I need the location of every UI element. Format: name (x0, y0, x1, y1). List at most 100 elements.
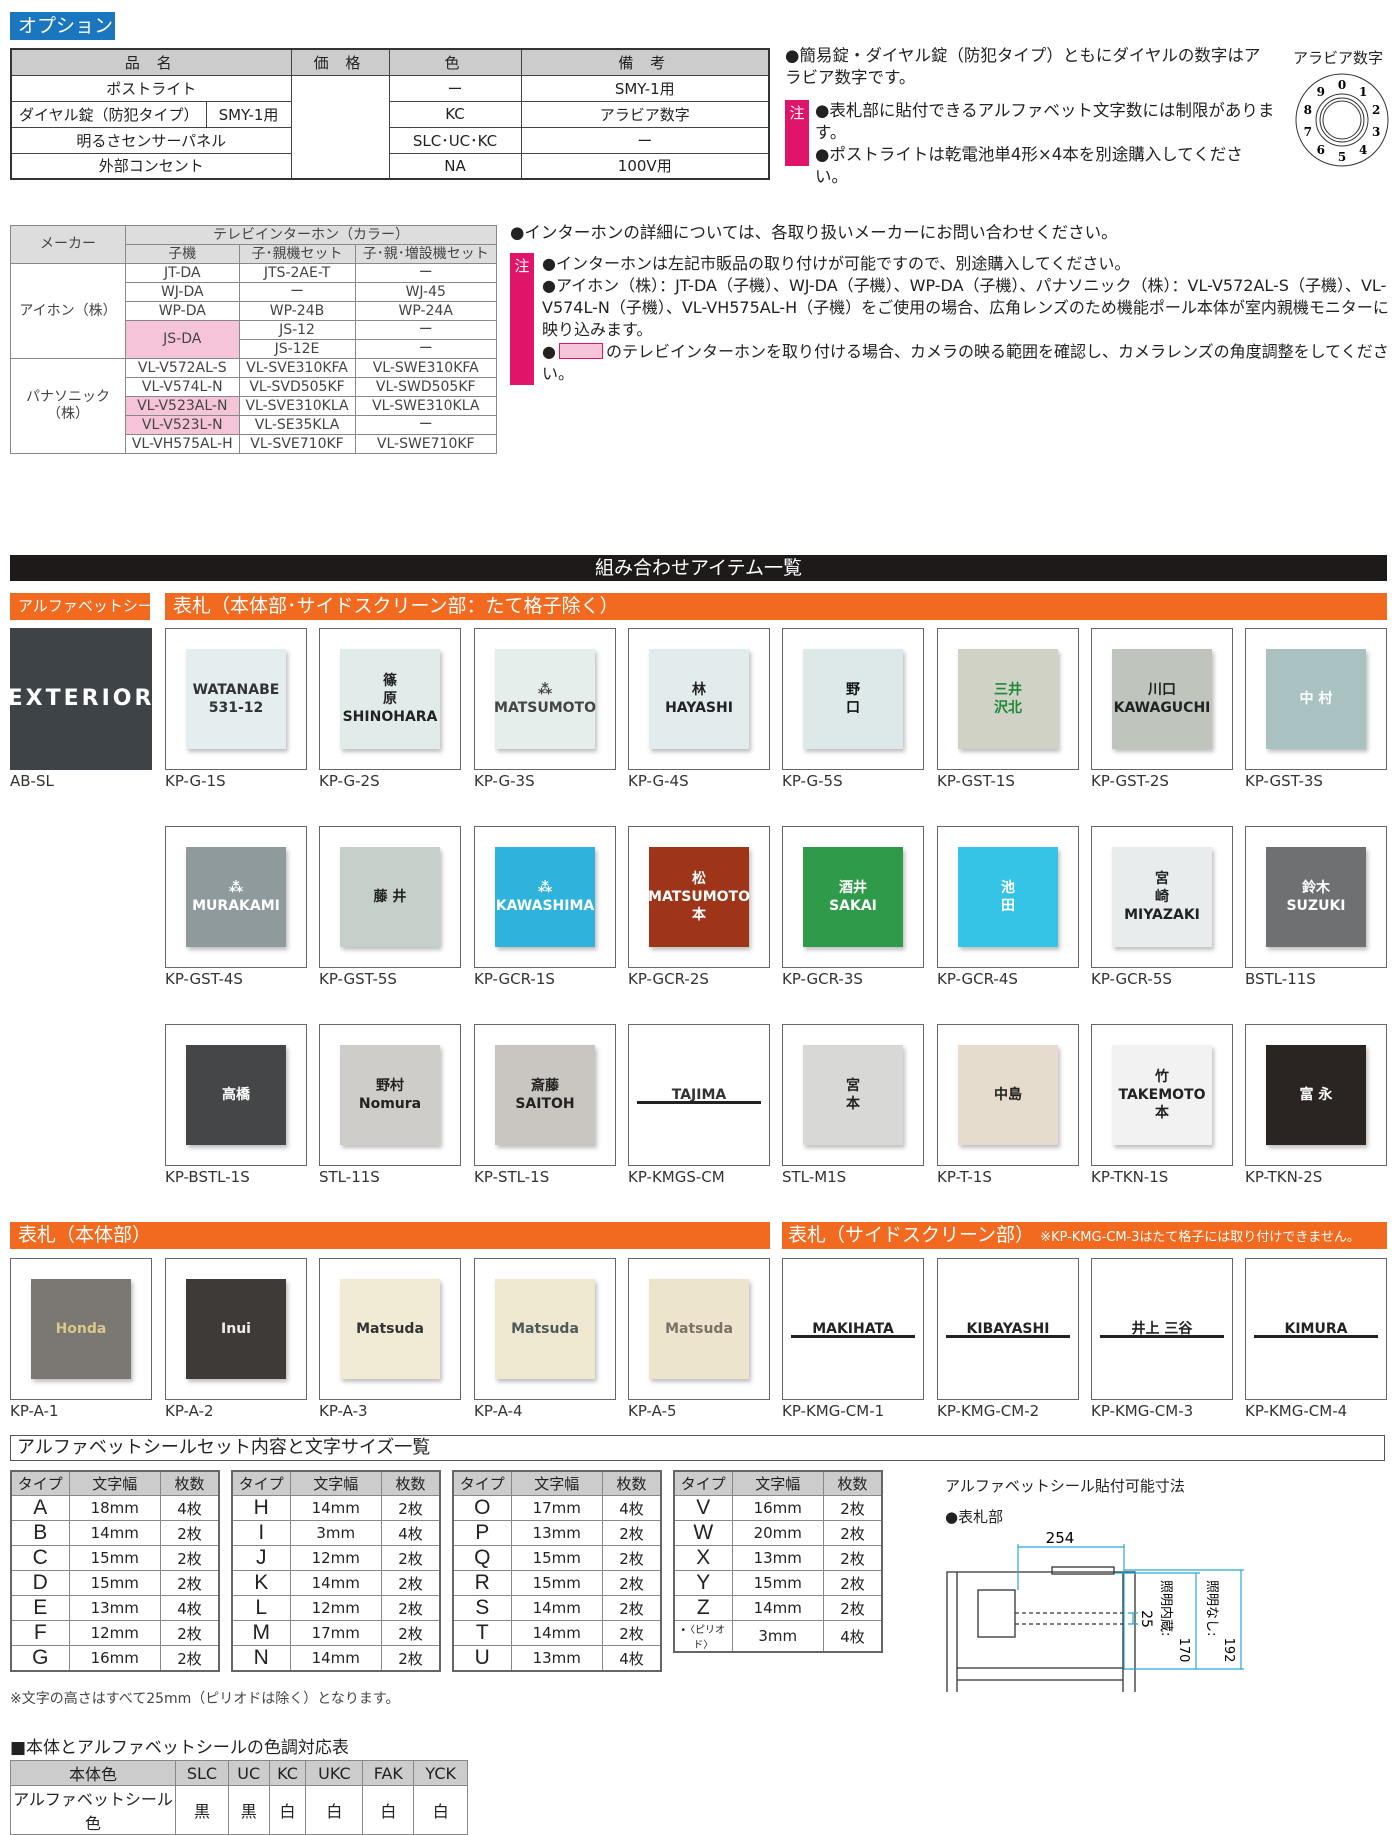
item-code: KP-BSTL-1S (165, 1168, 250, 1186)
item-tile[interactable]: 藤 井 (319, 826, 461, 968)
option-name: ダイヤル錠（防犯タイプ） (10, 100, 207, 128)
seal-color: 白 (305, 1785, 364, 1835)
header-sub: 子･親･増設機セット (354, 244, 497, 264)
item-tile[interactable]: 高橋 (165, 1024, 307, 1166)
item-tile[interactable]: 中島 (937, 1024, 1079, 1166)
intercom-caution: 注 ●インターホンは左記市販品の取り付けが可能ですので、別途購入してください。 … (510, 253, 1395, 385)
option-color: ー (388, 74, 522, 102)
item-tile[interactable]: 竹 TAKEMOTO 本 (1091, 1024, 1233, 1166)
maker-cell: パナソニック（株） (10, 358, 126, 454)
item-tile[interactable]: Honda (10, 1258, 152, 1400)
item-code: KP-A-1 (10, 1402, 59, 1420)
item-tile[interactable]: TAJIMA (628, 1024, 770, 1166)
nameplate-bar (1254, 1334, 1378, 1338)
nameplate-image: 川口 KAWAGUCHI (1111, 648, 1213, 750)
item-tile[interactable]: 鈴木 SUZUKI (1245, 826, 1387, 968)
letter-type: K (231, 1570, 291, 1596)
item-tile[interactable]: 川口 KAWAGUCHI (1091, 628, 1233, 770)
letter-count: 2枚 (160, 1570, 220, 1596)
model-cell: VL-SWD505KF (354, 377, 497, 397)
table-row: M 17mm 2枚 (231, 1620, 441, 1646)
model-cell: JS-DA (125, 320, 240, 359)
letter-width: 15mm (68, 1545, 161, 1571)
letter-count: 2枚 (823, 1545, 883, 1571)
item-tile[interactable]: 野 口 (782, 628, 924, 770)
item-tile[interactable]: MAKIHATA (782, 1258, 924, 1400)
nameplate-image: 竹 TAKEMOTO 本 (1111, 1044, 1213, 1146)
item-tile[interactable]: 斎藤 SAITOH (474, 1024, 616, 1166)
options-table: 品 名価 格色備 考 ポストライトー SMY-1用 ダイヤル錠（防犯タイプ） SMY… (10, 48, 770, 180)
nameplate-image: Inui (185, 1278, 287, 1380)
item-tile[interactable]: Matsuda (319, 1258, 461, 1400)
nameplate-image: KIMURA (1284, 1320, 1348, 1337)
item-code: KP-TKN-2S (1245, 1168, 1323, 1186)
table-row: J 12mm 2枚 (231, 1545, 441, 1571)
table-row: O 17mm 4枚 (452, 1495, 662, 1521)
item-tile[interactable]: ⁂ KAWASHIMA (474, 826, 616, 968)
highlight-swatch (558, 343, 603, 359)
item-code: KP-GST-2S (1091, 772, 1169, 790)
body-color: FAK (362, 1760, 415, 1786)
dim-unlit-value: 192 (1221, 1638, 1236, 1663)
option-name: 明るさセンサーパネル (10, 126, 292, 154)
table-row: D 15mm 2枚 (10, 1570, 220, 1596)
item-tile[interactable]: 宮 崎 MIYAZAKI (1091, 826, 1233, 968)
item-code: KP-G-2S (319, 772, 380, 790)
letter-type: V (673, 1495, 733, 1521)
item-tile[interactable]: KIBAYASHI (937, 1258, 1079, 1400)
item-tile[interactable]: Matsuda (474, 1258, 616, 1400)
nameplate-image: ⁂ KAWASHIMA (494, 846, 596, 948)
table-row: P 13mm 2枚 (452, 1520, 662, 1546)
caution-note: ●表札部に貼付できるアルファベット文字数には制限があります。 (815, 101, 1275, 142)
item-tile[interactable]: Matsuda (628, 1258, 770, 1400)
dial-label: アラビア数字 (1293, 49, 1384, 67)
item-tile[interactable]: 野村 Nomura (319, 1024, 461, 1166)
item-tile[interactable]: 池 田 (937, 826, 1079, 968)
item-tile[interactable]: 篠 原 SHINOHARA (319, 628, 461, 770)
model-cell: VL-SWE310KLA (354, 396, 497, 416)
table-row: 明るさセンサーパネル SLC･UC･KC ー (10, 126, 770, 154)
table-row: VL-V523AL-N VL-SVE310KLA VL-SWE310KLA (11, 396, 497, 416)
colortable-title: ■本体とアルファベットシールの色調対応表 (10, 1738, 349, 1758)
letter-header: タイプ (231, 1470, 291, 1496)
item-tile[interactable]: 富 永 (1245, 1024, 1387, 1166)
item-tile[interactable]: 井上 三谷 (1091, 1258, 1233, 1400)
table-row: G 16mm 2枚 (10, 1645, 220, 1672)
item-code: KP-GCR-3S (782, 970, 863, 988)
item-tile[interactable]: 宮 本 (782, 1024, 924, 1166)
model-cell: JS-12 (238, 320, 356, 340)
item-tile[interactable]: KIMURA (1245, 1258, 1387, 1400)
letter-count: 4枚 (602, 1645, 662, 1672)
table-row: S 14mm 2枚 (452, 1595, 662, 1621)
item-code: KP-TKN-1S (1091, 1168, 1169, 1186)
option-note: アラビア数字 (520, 100, 770, 128)
nameplate-image: Matsuda (648, 1278, 750, 1380)
table-row: K 14mm 2枚 (231, 1570, 441, 1596)
item-code: KP-GCR-5S (1091, 970, 1172, 988)
table-row: H 14mm 2枚 (231, 1495, 441, 1521)
nameplate-image: WATANABE 531-12 (185, 648, 287, 750)
caution-note: ●アイホン（株）：JT-DA（子機）、WJ-DA（子機）、WP-DA（子機）、パ… (542, 276, 1389, 339)
item-tile[interactable]: 林 HAYASHI (628, 628, 770, 770)
item-tile[interactable]: 酒井 SAKAI (782, 826, 924, 968)
item-tile[interactable]: WATANABE 531-12 (165, 628, 307, 770)
body-color: KC (268, 1760, 307, 1786)
model-cell: VL-SVE310KFA (238, 358, 356, 378)
header-price: 価 格 (290, 48, 390, 76)
item-tile[interactable]: Inui (165, 1258, 307, 1400)
nameplate-bar (946, 1334, 1070, 1338)
item-tile[interactable]: EXTERIOR (10, 628, 152, 770)
letter-type: I (231, 1520, 291, 1546)
item-tile[interactable]: 松 MATSUMOTO 本 (628, 826, 770, 968)
item-tile[interactable]: 三井 沢北 (937, 628, 1079, 770)
table-row: T 14mm 2枚 (452, 1620, 662, 1646)
letter-width: 14mm (731, 1595, 824, 1621)
item-tile[interactable]: 中 村 (1245, 628, 1387, 770)
item-tile[interactable]: ⁂ MURAKAMI (165, 826, 307, 968)
item-tile[interactable]: ⁂ MATSUMOTO (474, 628, 616, 770)
option-note: 100V用 (520, 152, 770, 180)
nameplate-image: 林 HAYASHI (648, 648, 750, 750)
dial-digit: 4 (1359, 143, 1367, 157)
letter-type: S (452, 1595, 512, 1621)
